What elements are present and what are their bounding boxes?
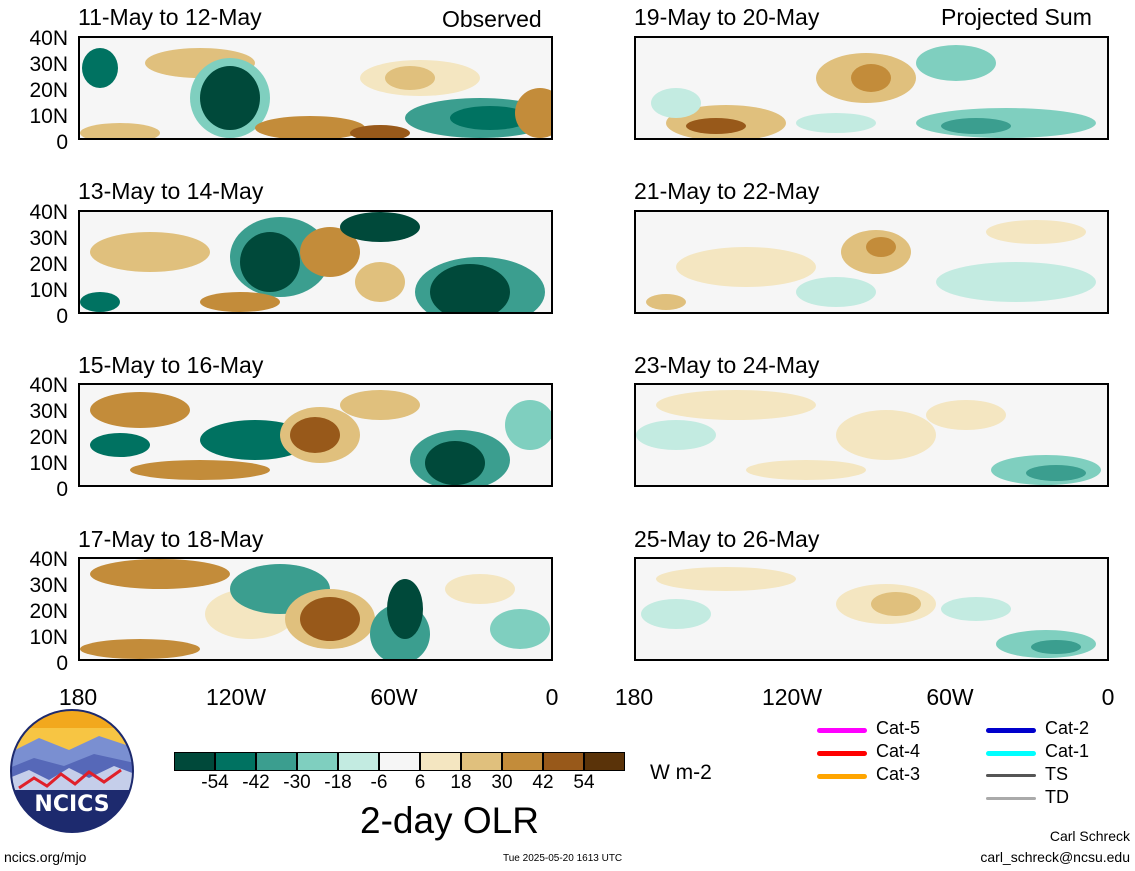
colorbar-swatch <box>420 752 461 771</box>
panel-title: 13-May to 14-May <box>78 178 264 204</box>
y-tick-label: 20N <box>29 426 68 449</box>
colorbar-units: W m-2 <box>650 761 712 784</box>
olr-map-panel <box>634 557 1109 661</box>
storm-legend-swatch <box>986 774 1036 777</box>
storm-legend-label: Cat-3 <box>876 764 921 784</box>
olr-contour-field <box>651 45 1096 138</box>
y-tick-label: 40N <box>29 201 68 224</box>
olr-contour-field <box>641 567 1096 658</box>
projected-sum-label: Projected Sum <box>941 4 1092 30</box>
storm-legend-label: TD <box>1045 787 1069 807</box>
olr-map-panel <box>634 36 1109 140</box>
y-tick-label: 20N <box>29 600 68 623</box>
olr-contour-field <box>636 390 1101 485</box>
storm-legend-swatch <box>986 751 1036 756</box>
y-tick-label: 10N <box>29 279 68 302</box>
colorbar-tick-label: 6 <box>414 772 426 793</box>
y-tick-label: 20N <box>29 253 68 276</box>
storm-legend-label: TS <box>1045 764 1069 784</box>
storm-legend-swatch <box>817 774 867 779</box>
storm-legend-swatch <box>986 728 1036 733</box>
colorbar-tick-label: -30 <box>283 772 311 793</box>
y-tick-label: 40N <box>29 27 68 50</box>
colorbar-title: 2-day OLR <box>360 800 539 841</box>
y-tick-label: 20N <box>29 79 68 102</box>
olr-map-panel <box>78 557 553 661</box>
panel-title: 17-May to 18-May <box>78 526 264 552</box>
author-name: Carl Schreck <box>1049 828 1130 844</box>
x-tick-label: 180 <box>58 684 98 710</box>
colorbar-tick-label: -42 <box>242 772 270 793</box>
y-tick-label: 0 <box>56 478 68 501</box>
olr-contour-field <box>80 48 551 138</box>
panel-title: 11-May to 12-May <box>78 4 262 30</box>
y-tick-label: 10N <box>29 626 68 649</box>
storm-legend-label: Cat-5 <box>876 718 921 738</box>
olr-map-panel <box>78 383 553 487</box>
y-tick-label: 0 <box>56 652 68 675</box>
observed-label: Observed <box>442 6 542 32</box>
author-email[interactable]: carl_schreck@ncsu.edu <box>980 849 1130 865</box>
storm-legend-label: Cat-2 <box>1045 718 1090 738</box>
colorbar-swatch <box>502 752 543 771</box>
storm-legend-label: Cat-4 <box>876 741 921 761</box>
y-tick-label: 30N <box>29 574 68 597</box>
x-tick-label: 120W <box>205 684 267 710</box>
y-tick-label: 40N <box>29 374 68 397</box>
olr-map-panel <box>634 210 1109 314</box>
x-tick-label: 60W <box>926 684 974 710</box>
x-tick-label: 0 <box>1101 684 1115 710</box>
y-tick-label: 0 <box>56 305 68 328</box>
panel-title: 19-May to 20-May <box>634 4 820 30</box>
storm-legend-swatch <box>817 751 867 756</box>
colorbar-tick-label: 54 <box>573 772 595 793</box>
y-tick-label: 10N <box>29 452 68 475</box>
panel-title: 15-May to 16-May <box>78 352 264 378</box>
olr-contour-field <box>646 220 1096 310</box>
colorbar-tick-label: -6 <box>370 772 388 793</box>
panel-title: 21-May to 22-May <box>634 178 820 204</box>
colorbar-tick-label: 30 <box>491 772 513 793</box>
y-tick-label: 10N <box>29 105 68 128</box>
website-link[interactable]: ncics.org/mjo <box>4 849 87 865</box>
x-tick-label: 0 <box>545 684 559 710</box>
colorbar-tick-label: -54 <box>201 772 229 793</box>
colorbar-swatch <box>297 752 338 771</box>
olr-contour-field <box>80 559 550 659</box>
x-tick-label: 120W <box>761 684 823 710</box>
colorbar-swatch <box>215 752 256 771</box>
colorbar-swatch <box>256 752 297 771</box>
y-tick-label: 30N <box>29 227 68 250</box>
olr-map-panel <box>78 36 553 140</box>
timestamp: Tue 2025-05-20 1613 UTC <box>503 853 623 864</box>
colorbar-swatch <box>584 752 625 771</box>
colorbar-swatch <box>174 752 215 771</box>
olr-map-panel <box>78 210 553 314</box>
colorbar-tick-label: 18 <box>450 772 472 793</box>
panel-title: 23-May to 24-May <box>634 352 820 378</box>
colorbar-tick-label: 42 <box>532 772 554 793</box>
y-tick-label: 0 <box>56 131 68 154</box>
y-tick-label: 30N <box>29 400 68 423</box>
colorbar-swatch <box>543 752 584 771</box>
colorbar-tick-label: -18 <box>324 772 352 793</box>
storm-legend-swatch <box>986 797 1036 800</box>
ncics-logo: NCICS <box>9 708 135 834</box>
olr-contour-field <box>80 212 545 312</box>
colorbar-swatch <box>461 752 502 771</box>
colorbar-swatch <box>338 752 379 771</box>
storm-legend-label: Cat-1 <box>1045 741 1090 761</box>
logo-text: NCICS <box>34 792 110 817</box>
storm-legend-swatch <box>817 728 867 733</box>
panel-title: 25-May to 26-May <box>634 526 820 552</box>
olr-map-panel <box>634 383 1109 487</box>
y-tick-label: 30N <box>29 53 68 76</box>
x-tick-label: 60W <box>370 684 418 710</box>
colorbar-swatch <box>379 752 420 771</box>
olr-contour-field <box>90 390 551 485</box>
y-tick-label: 40N <box>29 548 68 571</box>
x-tick-label: 180 <box>614 684 654 710</box>
